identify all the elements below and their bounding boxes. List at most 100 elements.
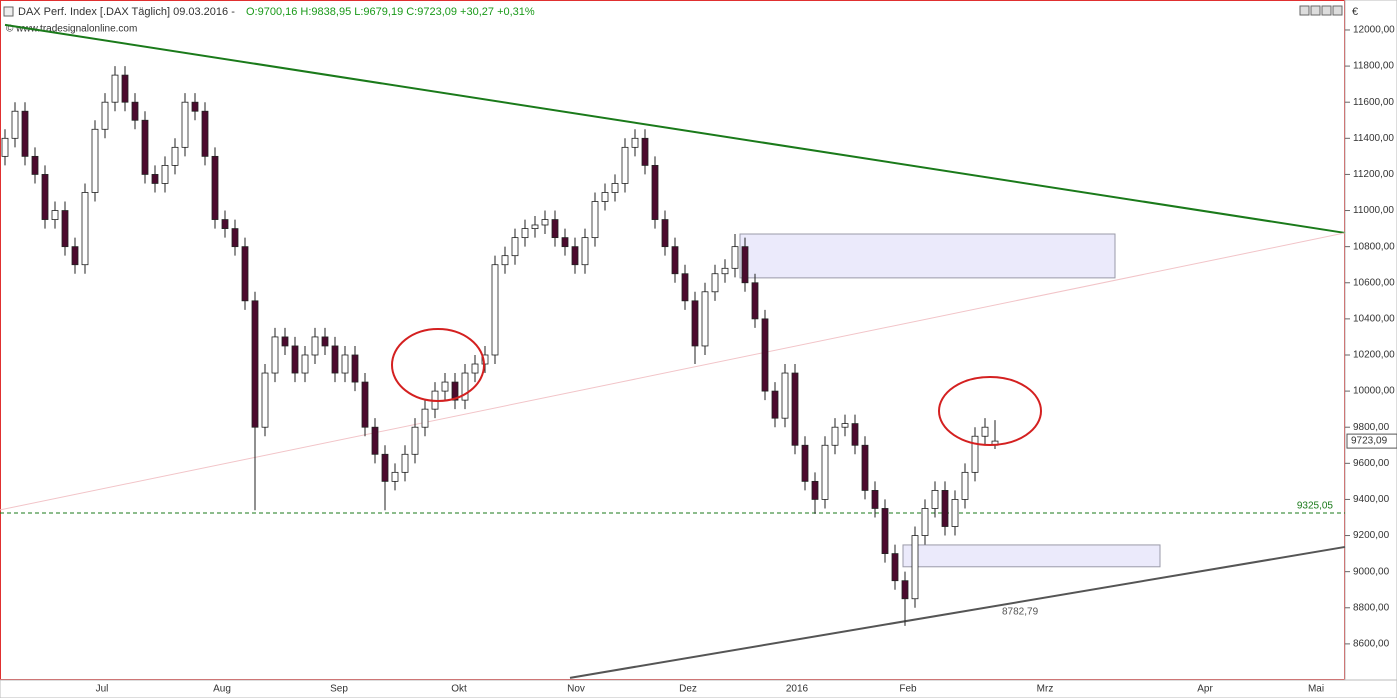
candle-body — [51, 210, 59, 220]
candle-body — [951, 499, 959, 527]
candle-body — [351, 354, 359, 383]
candle-body — [831, 426, 839, 446]
plot-frame — [0, 0, 1345, 680]
y-tick-label: 11000,00 — [1353, 205, 1394, 216]
candle-body — [701, 291, 709, 347]
y-tick-label: 10000,00 — [1353, 386, 1395, 397]
candle-body — [601, 192, 609, 202]
candle-body — [361, 381, 369, 428]
y-tick-label: 9600,00 — [1353, 458, 1390, 469]
trendline — [0, 232, 1346, 511]
y-tick-label: 11400,00 — [1353, 133, 1394, 144]
candle-body — [541, 219, 549, 226]
candle-body — [291, 345, 299, 374]
candle-body — [421, 408, 429, 428]
candle-body — [661, 219, 669, 248]
candle-body — [271, 336, 279, 374]
x-tick-label: Aug — [213, 684, 231, 695]
low-label: 8782,79 — [1002, 607, 1039, 618]
candle-body — [711, 273, 719, 293]
candle-body — [141, 119, 149, 175]
candle-body — [231, 228, 239, 248]
y-tick-label: 9200,00 — [1353, 530, 1390, 541]
candle-body — [721, 267, 729, 275]
y-tick-label: 9400,00 — [1353, 494, 1390, 505]
candle-body — [571, 246, 579, 266]
x-tick-label: Dez — [679, 684, 697, 695]
source: © www.tradesignalonline.com — [6, 24, 137, 35]
button[interactable] — [1321, 5, 1332, 16]
y-axis-panel — [1344, 0, 1397, 681]
button[interactable] — [1310, 5, 1321, 16]
candle-body — [161, 164, 169, 184]
button[interactable] — [1332, 5, 1343, 16]
candle-body — [801, 444, 809, 482]
candle-body — [131, 101, 139, 121]
candle-body — [491, 264, 499, 356]
candle-body — [331, 345, 339, 374]
candle-body — [181, 101, 189, 148]
candle-body — [381, 453, 389, 482]
chart-title: DAX Perf. Index [.DAX Täglich] 09.03.201… — [18, 6, 235, 18]
y-tick-label: 10200,00 — [1353, 350, 1395, 361]
candle-body — [511, 237, 519, 257]
candle-body — [31, 155, 39, 175]
y-tick-label: 12000,00 — [1353, 25, 1395, 36]
x-tick-label: Mrz — [1037, 684, 1054, 695]
x-tick-label: Apr — [1197, 684, 1213, 695]
y-tick-label: 9000,00 — [1353, 566, 1390, 577]
candle-body — [691, 300, 699, 347]
highlight-circle — [391, 328, 485, 402]
candle-body — [651, 164, 659, 220]
candle-body — [931, 490, 939, 509]
candle-body — [641, 137, 649, 166]
candle-body — [751, 282, 759, 320]
candle-body — [91, 128, 99, 193]
trendline — [569, 545, 1346, 679]
candle-body — [681, 273, 689, 302]
candle-body — [251, 300, 259, 428]
candle-body — [611, 183, 619, 193]
y-tick-label: 11200,00 — [1353, 169, 1394, 180]
x-tick-label: Sep — [330, 684, 348, 695]
candle-body — [391, 471, 399, 482]
x-tick-label: 2016 — [786, 684, 809, 695]
candle-body — [791, 372, 799, 446]
candle-body — [671, 246, 679, 275]
trendline — [4, 23, 1346, 234]
candle-body — [591, 201, 599, 239]
zone — [902, 544, 1161, 568]
candle-body — [261, 372, 269, 428]
y-tick-label: 11800,00 — [1353, 61, 1394, 72]
button[interactable] — [1299, 5, 1310, 16]
candle-body — [21, 110, 29, 157]
candle-body — [481, 354, 489, 365]
candle-body — [11, 110, 19, 139]
highlight-circle — [938, 376, 1042, 446]
candle-body — [771, 390, 779, 419]
x-tick-label: Mai — [1308, 684, 1324, 695]
candle-body — [101, 101, 109, 130]
candle-body — [81, 192, 89, 266]
y-tick-label: 8600,00 — [1353, 639, 1390, 650]
candle-body — [741, 246, 749, 284]
y-tick-label: 8800,00 — [1353, 602, 1390, 613]
candle-body — [761, 318, 769, 392]
window-icon — [3, 6, 14, 17]
candle-body — [121, 74, 129, 103]
candle-body — [441, 381, 449, 392]
candle-body — [501, 255, 509, 266]
candle-body — [111, 74, 119, 103]
candle-body — [911, 535, 919, 600]
candle-body — [281, 336, 289, 347]
candle-body — [981, 426, 989, 437]
candle-body — [461, 372, 469, 401]
candle-body — [301, 354, 309, 374]
candle-body — [901, 580, 909, 600]
level-label: 9325,05 — [1297, 501, 1334, 512]
x-tick-label: Jul — [96, 684, 109, 695]
currency: € — [1352, 6, 1358, 18]
candle-body — [781, 372, 789, 419]
candle-body — [191, 101, 199, 112]
